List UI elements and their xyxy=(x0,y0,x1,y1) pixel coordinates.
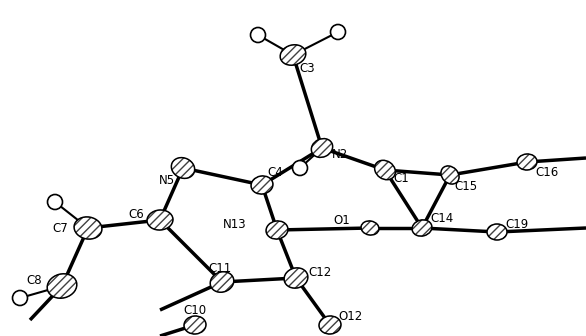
Text: O12: O12 xyxy=(338,310,362,324)
Circle shape xyxy=(250,28,265,42)
Ellipse shape xyxy=(517,154,537,170)
Ellipse shape xyxy=(441,166,459,184)
Text: C10: C10 xyxy=(183,304,206,318)
Text: C14: C14 xyxy=(430,211,453,224)
Ellipse shape xyxy=(280,45,306,65)
Ellipse shape xyxy=(319,316,341,334)
Text: C4: C4 xyxy=(267,167,283,179)
Ellipse shape xyxy=(311,139,333,157)
Ellipse shape xyxy=(147,210,173,230)
Text: N5: N5 xyxy=(159,173,175,186)
Text: C19: C19 xyxy=(505,217,528,230)
Text: O1: O1 xyxy=(333,213,350,226)
Ellipse shape xyxy=(171,158,195,178)
Circle shape xyxy=(12,291,28,305)
Circle shape xyxy=(47,195,63,210)
Ellipse shape xyxy=(361,221,379,235)
Text: C1: C1 xyxy=(393,171,409,184)
Text: C12: C12 xyxy=(308,265,331,279)
Text: C8: C8 xyxy=(26,274,42,287)
Ellipse shape xyxy=(266,221,288,239)
Ellipse shape xyxy=(412,220,432,236)
Ellipse shape xyxy=(487,224,507,240)
Ellipse shape xyxy=(210,272,234,292)
Text: C15: C15 xyxy=(454,180,477,194)
Circle shape xyxy=(331,25,346,40)
Ellipse shape xyxy=(74,217,102,239)
Text: C6: C6 xyxy=(128,208,144,220)
Ellipse shape xyxy=(284,268,308,288)
Ellipse shape xyxy=(251,176,273,194)
Ellipse shape xyxy=(47,274,77,298)
Text: N2: N2 xyxy=(332,148,348,161)
Ellipse shape xyxy=(184,316,206,334)
Text: C3: C3 xyxy=(299,62,315,76)
Text: N13: N13 xyxy=(223,217,247,230)
Text: C16: C16 xyxy=(535,166,558,178)
Text: C11: C11 xyxy=(209,261,231,275)
Ellipse shape xyxy=(374,160,396,180)
Circle shape xyxy=(292,161,308,175)
Text: C7: C7 xyxy=(52,221,68,235)
